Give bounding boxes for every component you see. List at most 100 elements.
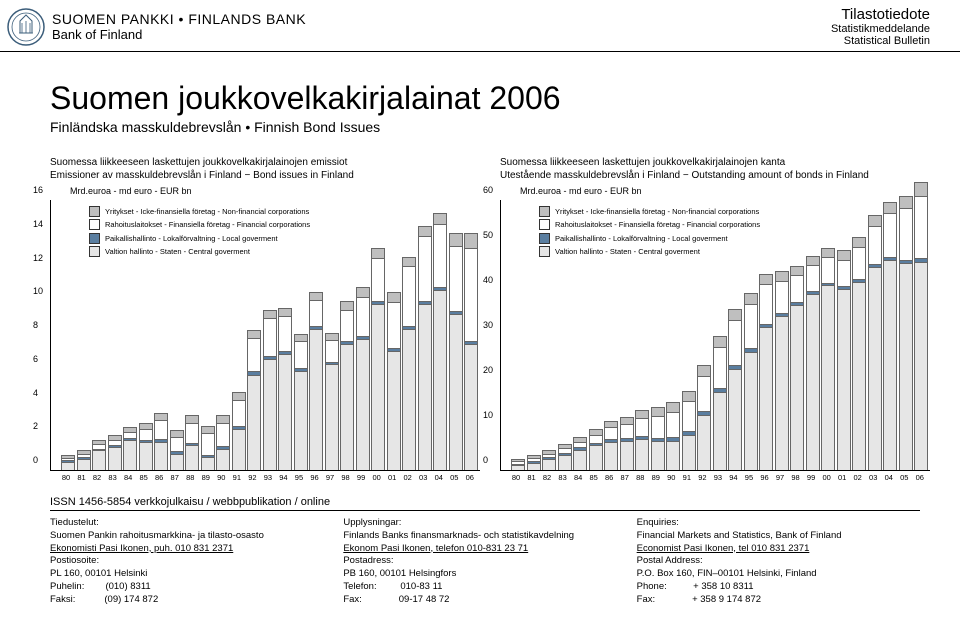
bar-segment bbox=[651, 416, 665, 437]
xtick: 84 bbox=[122, 473, 134, 482]
bar-segment bbox=[371, 258, 385, 301]
xtick: 94 bbox=[727, 473, 739, 482]
bar-column bbox=[821, 248, 833, 470]
xtick: 03 bbox=[417, 473, 429, 482]
bar-segment bbox=[868, 226, 882, 264]
bar-segment bbox=[697, 376, 711, 412]
bar-column bbox=[744, 293, 756, 470]
xtick: 89 bbox=[200, 473, 212, 482]
bar-segment bbox=[899, 208, 913, 259]
bar-segment bbox=[185, 423, 199, 443]
bar-segment bbox=[728, 320, 742, 365]
bar-column bbox=[464, 233, 476, 470]
bar-segment bbox=[77, 459, 91, 470]
bar-segment bbox=[402, 329, 416, 470]
xtick: 04 bbox=[433, 473, 445, 482]
xtick: 86 bbox=[603, 473, 615, 482]
bar-column bbox=[92, 440, 104, 470]
bar-segment bbox=[589, 445, 603, 470]
footer-col-fi: Tiedustelut: Suomen Pankin rahoitusmarkk… bbox=[50, 517, 343, 607]
chart-left-title-2: Emissioner av masskuldebrevslån i Finlan… bbox=[50, 170, 480, 183]
bar-segment bbox=[232, 429, 246, 471]
xtick: 82 bbox=[541, 473, 553, 482]
xtick: 01 bbox=[386, 473, 398, 482]
bar-segment bbox=[775, 316, 789, 470]
header: SUOMEN PANKKI • FINLANDS BANK Bank of Fi… bbox=[0, 0, 960, 52]
bar-segment bbox=[201, 433, 215, 454]
bar-segment bbox=[294, 371, 308, 470]
ytick: 20 bbox=[483, 365, 493, 375]
bar-column bbox=[837, 250, 849, 470]
bar-segment bbox=[356, 297, 370, 337]
xtick: 97 bbox=[774, 473, 786, 482]
chart-left-bars bbox=[61, 200, 476, 470]
bar-segment bbox=[728, 309, 742, 320]
bar-column bbox=[278, 308, 290, 470]
bar-segment bbox=[759, 284, 773, 323]
bulletin-title-en: Statistical Bulletin bbox=[831, 35, 930, 47]
bar-segment bbox=[154, 442, 168, 470]
bar-column bbox=[635, 410, 647, 470]
bar-column bbox=[356, 287, 368, 470]
xtick: 06 bbox=[464, 473, 476, 482]
bar-column bbox=[558, 444, 570, 470]
xtick: 87 bbox=[619, 473, 631, 482]
bar-segment bbox=[914, 196, 928, 258]
xtick: 06 bbox=[914, 473, 926, 482]
xtick: 82 bbox=[91, 473, 103, 482]
xtick: 92 bbox=[246, 473, 258, 482]
bar-segment bbox=[542, 459, 556, 470]
bar-segment bbox=[371, 248, 385, 257]
bar-segment bbox=[170, 454, 184, 470]
footer-en-l6: Phone: + 358 10 8311 bbox=[637, 581, 930, 594]
bar-segment bbox=[635, 418, 649, 436]
bar-segment bbox=[170, 437, 184, 452]
bar-segment bbox=[232, 400, 246, 426]
bar-segment bbox=[216, 415, 230, 423]
xtick: 80 bbox=[60, 473, 72, 482]
bar-segment bbox=[92, 450, 106, 470]
header-right: Tilastotiedote Statistikmeddelande Stati… bbox=[831, 6, 930, 47]
ytick: 4 bbox=[33, 388, 38, 398]
bar-segment bbox=[340, 344, 354, 470]
xtick: 00 bbox=[821, 473, 833, 482]
bar-column bbox=[728, 309, 740, 470]
ytick: 8 bbox=[33, 320, 38, 330]
xtick: 88 bbox=[184, 473, 196, 482]
footer-en-l7: Fax: + 358 9 174 872 bbox=[637, 594, 930, 607]
bar-segment bbox=[775, 281, 789, 313]
xtick: 98 bbox=[790, 473, 802, 482]
bar-segment bbox=[713, 392, 727, 470]
bar-column bbox=[682, 391, 694, 470]
ytick: 14 bbox=[33, 219, 43, 229]
bar-column bbox=[852, 237, 864, 470]
bar-column bbox=[77, 450, 89, 470]
bar-column bbox=[511, 459, 523, 470]
bar-column bbox=[604, 421, 616, 470]
bar-column bbox=[247, 330, 259, 470]
xtick: 93 bbox=[712, 473, 724, 482]
footer-sv-l1: Upplysningar: bbox=[343, 517, 636, 530]
xtick: 96 bbox=[309, 473, 321, 482]
bar-segment bbox=[651, 441, 665, 470]
footer-sv-l3: Ekonom Pasi Ikonen, telefon 010-831 23 7… bbox=[343, 543, 636, 556]
footer-sv-l5: PB 160, 00101 Helsingfors bbox=[343, 568, 636, 581]
bar-segment bbox=[309, 292, 323, 300]
xtick: 02 bbox=[852, 473, 864, 482]
xtick: 05 bbox=[898, 473, 910, 482]
bar-segment bbox=[123, 440, 137, 470]
bar-segment bbox=[464, 344, 478, 470]
bar-column bbox=[790, 266, 802, 470]
bar-column bbox=[61, 455, 73, 470]
bar-segment bbox=[790, 266, 804, 276]
bar-segment bbox=[433, 290, 447, 470]
issn-line: ISSN 1456-5854 verkkojulkaisu / webbpubl… bbox=[50, 496, 920, 511]
bar-segment bbox=[433, 224, 447, 287]
bar-segment bbox=[868, 267, 882, 470]
bar-segment bbox=[821, 248, 835, 258]
footer-sv-l2: Finlands Banks finansmarknads- och stati… bbox=[343, 530, 636, 543]
bar-segment bbox=[294, 334, 308, 342]
xtick: 86 bbox=[153, 473, 165, 482]
bar-segment bbox=[635, 439, 649, 470]
bar-segment bbox=[806, 294, 820, 470]
